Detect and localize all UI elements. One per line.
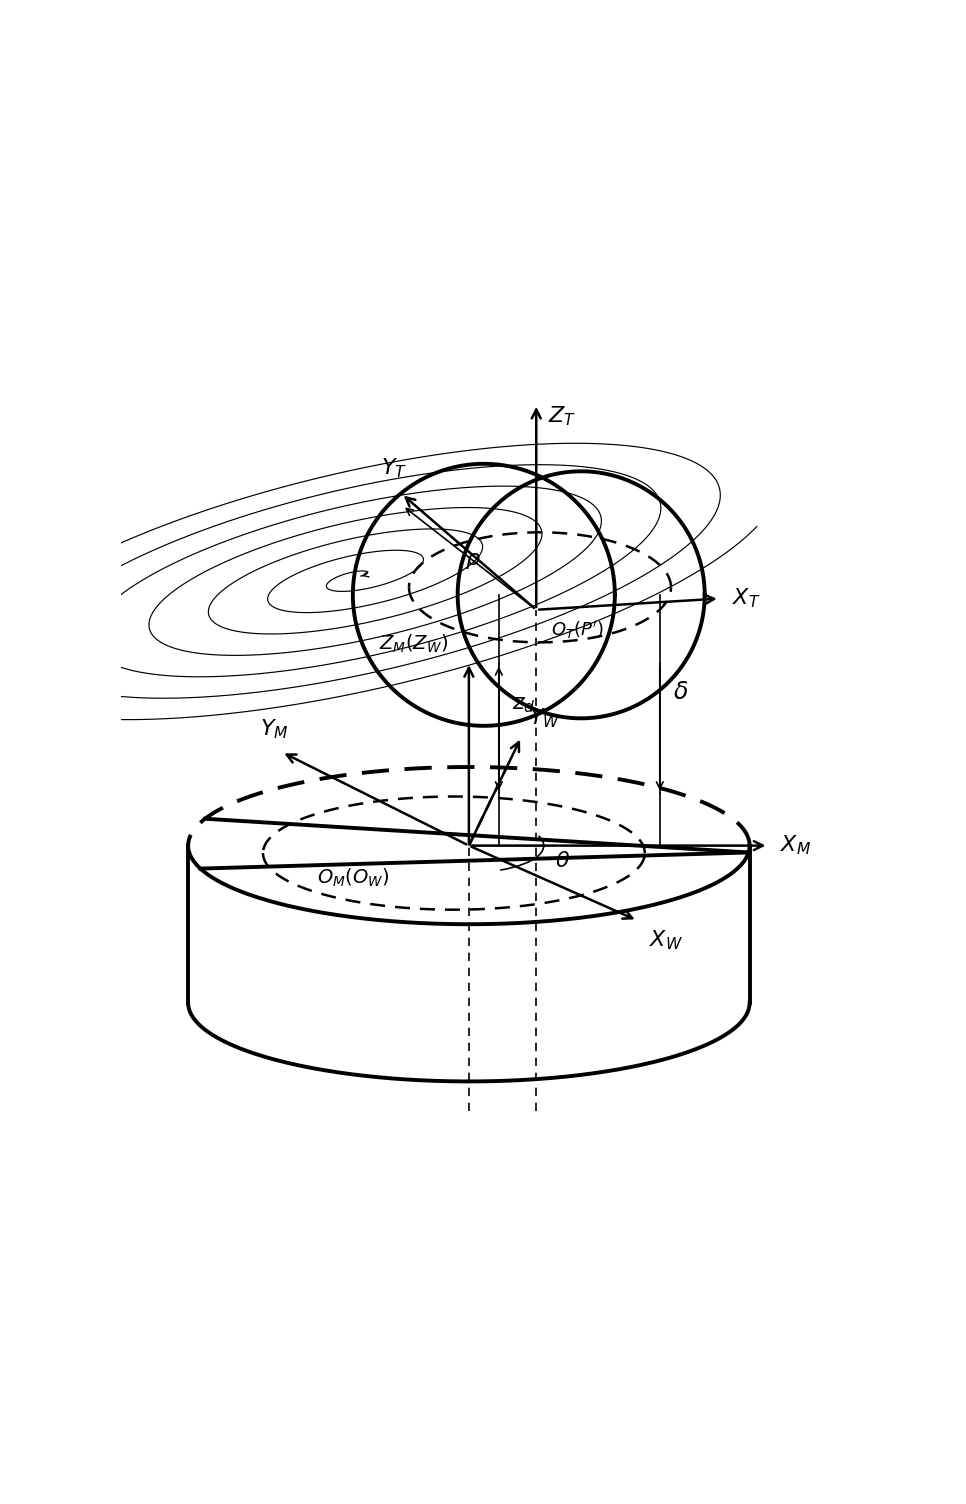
Text: $O_T(P^{\prime})$: $O_T(P^{\prime})$ (552, 618, 604, 641)
Text: $Y_T$: $Y_T$ (381, 457, 407, 480)
Text: $O_M(O_W)$: $O_M(O_W)$ (317, 866, 389, 889)
Text: $Z_M(Z_W)$: $Z_M(Z_W)$ (379, 632, 448, 654)
Text: $\theta$: $\theta$ (555, 851, 570, 871)
Text: $z_d$: $z_d$ (512, 695, 536, 716)
Text: $Y_M$: $Y_M$ (260, 717, 289, 741)
Text: $Z_T$: $Z_T$ (549, 405, 577, 427)
Text: $X_T$: $X_T$ (731, 587, 760, 611)
Text: $X_M$: $X_M$ (781, 833, 811, 857)
Text: $Y_W$: $Y_W$ (528, 705, 560, 729)
Text: $\rho$: $\rho$ (465, 550, 480, 572)
Text: $\delta$: $\delta$ (673, 680, 689, 704)
Text: $X_W$: $X_W$ (648, 928, 683, 952)
